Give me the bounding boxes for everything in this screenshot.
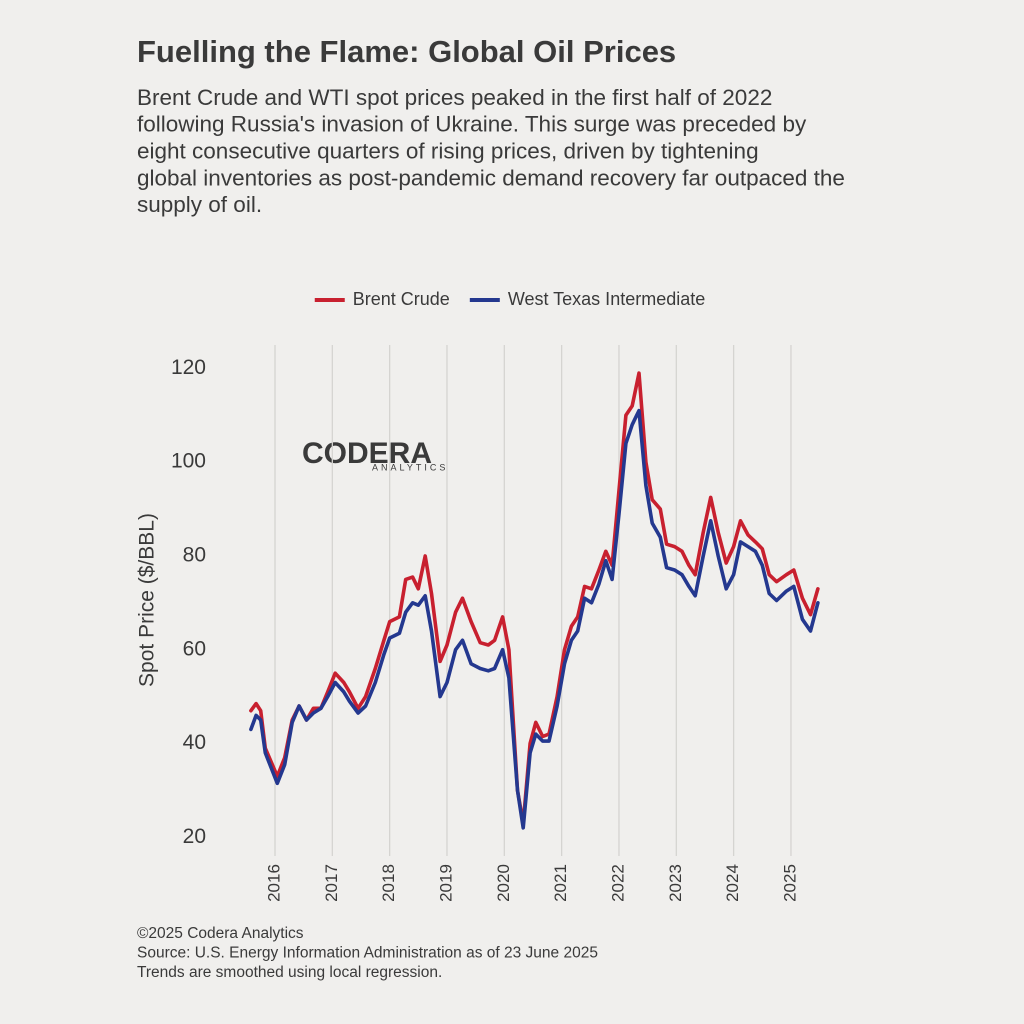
footnote: ©2025 Codera Analytics bbox=[137, 925, 304, 942]
chart-subtitle: Brent Crude and WTI spot prices peaked i… bbox=[137, 85, 772, 110]
chart-title: Fuelling the Flame: Global Oil Prices bbox=[137, 34, 676, 69]
x-tick-label: 2020 bbox=[494, 864, 513, 902]
y-tick-label: 60 bbox=[183, 637, 206, 660]
y-tick-label: 100 bbox=[171, 450, 206, 473]
x-tick-label: 2021 bbox=[551, 864, 570, 902]
x-tick-label: 2024 bbox=[723, 864, 742, 902]
x-tick-label: 2017 bbox=[322, 864, 341, 902]
footnote: Source: U.S. Energy Information Administ… bbox=[137, 945, 598, 962]
x-tick-label: 2023 bbox=[666, 864, 685, 902]
y-axis-label: Spot Price ($/BBL) bbox=[136, 513, 159, 687]
x-tick-label: 2022 bbox=[608, 864, 627, 902]
chart-subtitle: supply of oil. bbox=[137, 192, 262, 217]
legend-label: Brent Crude bbox=[353, 289, 450, 309]
y-tick-label: 80 bbox=[183, 544, 206, 567]
x-tick-label: 2025 bbox=[780, 864, 799, 902]
data-line bbox=[249, 408, 820, 830]
legend-label: West Texas Intermediate bbox=[508, 289, 705, 309]
data-line bbox=[249, 371, 820, 825]
y-tick-label: 40 bbox=[183, 731, 206, 754]
chart-subtitle: eight consecutive quarters of rising pri… bbox=[137, 139, 759, 164]
chart-subtitle: following Russia's invasion of Ukraine. … bbox=[137, 112, 807, 137]
x-tick-label: 2016 bbox=[264, 864, 283, 902]
x-tick-label: 2018 bbox=[379, 864, 398, 902]
watermark: CODERA bbox=[302, 437, 432, 470]
y-tick-label: 20 bbox=[183, 825, 206, 848]
x-tick-label: 2019 bbox=[436, 864, 455, 902]
watermark: ANALYTICS bbox=[372, 462, 448, 472]
chart-subtitle: global inventories as post-pandemic dema… bbox=[137, 165, 845, 190]
y-tick-label: 120 bbox=[171, 356, 206, 379]
footnote: Trends are smoothed using local regressi… bbox=[137, 964, 442, 981]
